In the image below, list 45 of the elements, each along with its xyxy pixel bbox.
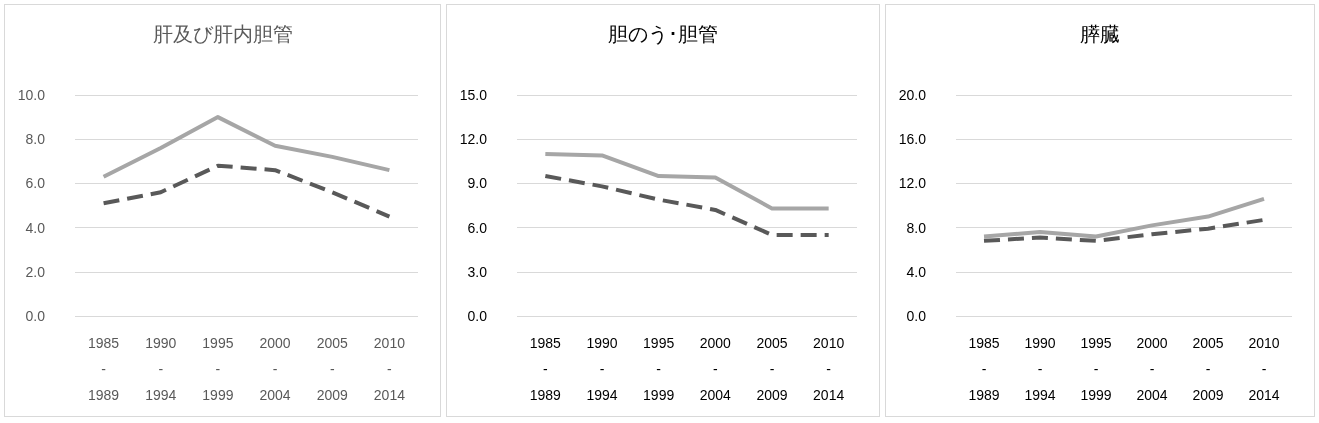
line-series: [101, 163, 392, 219]
x-tick-label: 1995 - 1999: [202, 335, 234, 403]
x-tick-label: 2005 - 2009: [756, 335, 788, 403]
x-tick-label: 2000 - 2004: [699, 335, 732, 403]
y-tick-label: 8.0: [906, 219, 927, 236]
chart-title: 肝及び肝内胆管: [152, 22, 293, 46]
y-tick-label: 6.0: [467, 219, 488, 236]
y-tick-label: 9.0: [467, 175, 488, 192]
line-series: [543, 174, 831, 237]
x-tick-label: 1985 - 1989: [88, 335, 120, 403]
x-tick-label: 1990 - 1994: [1024, 335, 1056, 403]
x-tick-label: 1995 - 1999: [1080, 335, 1112, 403]
y-tick-label: 16.0: [898, 131, 927, 148]
y-tick-label: 20.0: [898, 87, 927, 103]
x-tick-label: 2000 - 2004: [259, 335, 291, 403]
line-series: [101, 115, 392, 179]
x-tick-label: 1985 - 1989: [529, 335, 562, 403]
x-tick-label: 1985 - 1989: [968, 335, 1000, 403]
line-series: [982, 196, 1266, 239]
y-tick-label: 4.0: [25, 219, 46, 236]
y-tick-label: 3.0: [467, 263, 488, 280]
x-tick-label: 1990 - 1994: [586, 335, 618, 403]
y-tick-label: 0.0: [467, 308, 488, 324]
x-tick-label: 2010 - 2014: [813, 335, 845, 403]
y-tick-label: 0.0: [25, 308, 46, 324]
y-tick-label: 6.0: [25, 175, 46, 192]
y-tick-label: 4.0: [906, 263, 927, 280]
y-tick-label: 10.0: [17, 87, 46, 103]
x-tick-label: 2010 - 2014: [1248, 335, 1280, 403]
x-tick-label: 2010 - 2014: [373, 335, 406, 403]
y-tick-label: 12.0: [459, 131, 488, 148]
y-tick-label: 8.0: [25, 131, 46, 148]
y-tick-label: 12.0: [898, 175, 927, 192]
y-tick-label: 0.0: [906, 308, 927, 324]
y-tick-label: 2.0: [25, 263, 46, 280]
x-tick-label: 2005 - 2009: [316, 335, 349, 403]
line-series: [982, 217, 1266, 243]
chart-title: 膵臓: [1080, 22, 1120, 46]
x-tick-label: 1990 - 1994: [145, 335, 177, 403]
x-tick-label: 2000 - 2004: [1136, 335, 1168, 403]
y-tick-label: 15.0: [459, 87, 488, 103]
line-series: [543, 151, 831, 211]
x-tick-label: 2005 - 2009: [1192, 335, 1224, 403]
x-tick-label: 1995 - 1999: [643, 335, 675, 403]
chart-title: 胆のう･胆管: [608, 22, 718, 46]
